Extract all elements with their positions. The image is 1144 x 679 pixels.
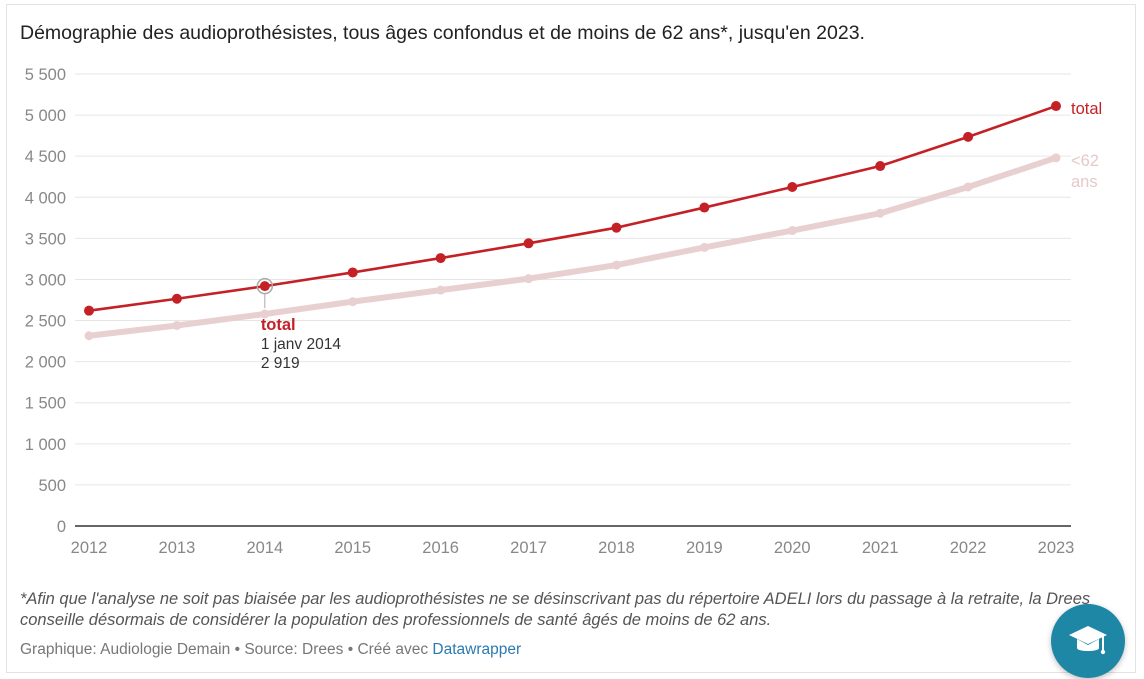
data-point-under-62 [260, 309, 270, 319]
x-tick-label: 2019 [686, 539, 723, 557]
data-point-total [875, 161, 886, 172]
footnote: *Afin que l'analyse ne soit pas biaisée … [20, 590, 1091, 629]
tooltip-value: 2 919 [261, 355, 300, 372]
series-label-under-62: <62 ans [1071, 152, 1099, 191]
y-tick-label: 2 500 [25, 313, 66, 331]
tooltip-series: total [261, 316, 296, 334]
series-label-line: total [1071, 100, 1102, 118]
footer-separator: • [347, 641, 354, 658]
y-tick-label: 4 500 [25, 148, 66, 166]
x-tick-label: 2014 [246, 539, 283, 557]
x-tick-label: 2013 [159, 539, 196, 557]
series-total: total [84, 100, 1102, 316]
footer-source: Source: Drees [244, 641, 344, 658]
x-axis-ticks: 2012 2013 2014 2015 2016 2017 2018 2019 2020 2021… [71, 539, 1075, 557]
data-point-total [963, 131, 974, 142]
y-tick-label: 5 000 [25, 107, 66, 125]
y-tick-label: 1 000 [25, 436, 66, 454]
datawrapper-link[interactable]: Datawrapper [432, 641, 522, 658]
y-tick-label: 4 000 [25, 189, 66, 207]
data-point-total [347, 267, 358, 278]
data-point-total [259, 281, 270, 292]
data-point-total [435, 253, 446, 264]
x-tick-label: 2012 [71, 539, 108, 557]
data-point-total [523, 238, 534, 249]
y-axis-ticks: 0 500 1 000 1 500 2 000 2 500 3 000 3 500 4 000 4… [25, 66, 66, 536]
y-tick-label: 1 500 [25, 395, 66, 413]
line-chart: 0 500 1 000 1 500 2 000 2 500 3 000 3 500 4 000 4… [25, 66, 1102, 557]
data-point-under-62 [875, 208, 885, 218]
footer: Graphique: Audiologie Demain • Source: D… [20, 641, 521, 659]
data-point-under-62 [611, 260, 621, 270]
graduation-cap-icon [1069, 626, 1107, 655]
data-point-under-62 [699, 242, 709, 252]
x-tick-label: 2022 [950, 539, 987, 557]
y-tick-label: 3 000 [25, 271, 66, 289]
x-tick-label: 2015 [334, 539, 371, 557]
data-point-total [787, 182, 798, 192]
data-point-under-62 [436, 285, 446, 295]
data-point-total [611, 222, 622, 233]
footer-created: Créé avec [357, 641, 429, 658]
grid-lines [75, 73, 1071, 527]
y-tick-label: 2 000 [25, 354, 66, 372]
series-line-total [87, 104, 1058, 312]
tooltip-date: 1 janv 2014 [261, 336, 342, 353]
series-under-62: <62 ans [84, 152, 1099, 341]
series-line-under-62 [86, 154, 1059, 339]
y-tick-label: 5 500 [25, 66, 66, 84]
data-point-total [1051, 101, 1061, 112]
series-label-line: ans [1071, 173, 1098, 191]
data-point-under-62 [524, 274, 534, 284]
data-point-total [171, 293, 182, 304]
hover-ring [256, 277, 274, 295]
y-tick-label: 3 500 [25, 230, 66, 248]
data-point-under-62 [1051, 153, 1061, 163]
series: <62 ans total [84, 100, 1102, 341]
x-tick-label: 2020 [774, 539, 811, 557]
y-tick-label: 500 [38, 477, 66, 495]
y-tick-label: 0 [57, 518, 66, 536]
tooltip: total 1 janv 2014 2 919 [256, 277, 342, 372]
series-label-total: total [1071, 100, 1102, 118]
footer-separator: • [234, 641, 240, 658]
x-tick-label: 2018 [598, 539, 635, 557]
chart-title: Démographie des audioprothésistes, tous … [20, 22, 865, 44]
x-tick-label: 2023 [1038, 539, 1075, 557]
data-point-under-62 [348, 297, 358, 307]
x-tick-label: 2016 [422, 539, 459, 557]
learn-button[interactable] [1051, 604, 1125, 678]
data-point-under-62 [84, 331, 94, 341]
data-point-under-62 [963, 182, 973, 192]
x-tick-label: 2017 [510, 539, 547, 557]
footer-graphic: Graphique: Audiologie Demain [20, 641, 231, 658]
series-label-line: <62 [1071, 152, 1099, 170]
data-point-total [84, 305, 94, 316]
x-tick-label: 2021 [862, 539, 899, 557]
data-point-under-62 [787, 226, 797, 236]
data-point-under-62 [172, 320, 182, 330]
data-point-total [699, 202, 710, 213]
